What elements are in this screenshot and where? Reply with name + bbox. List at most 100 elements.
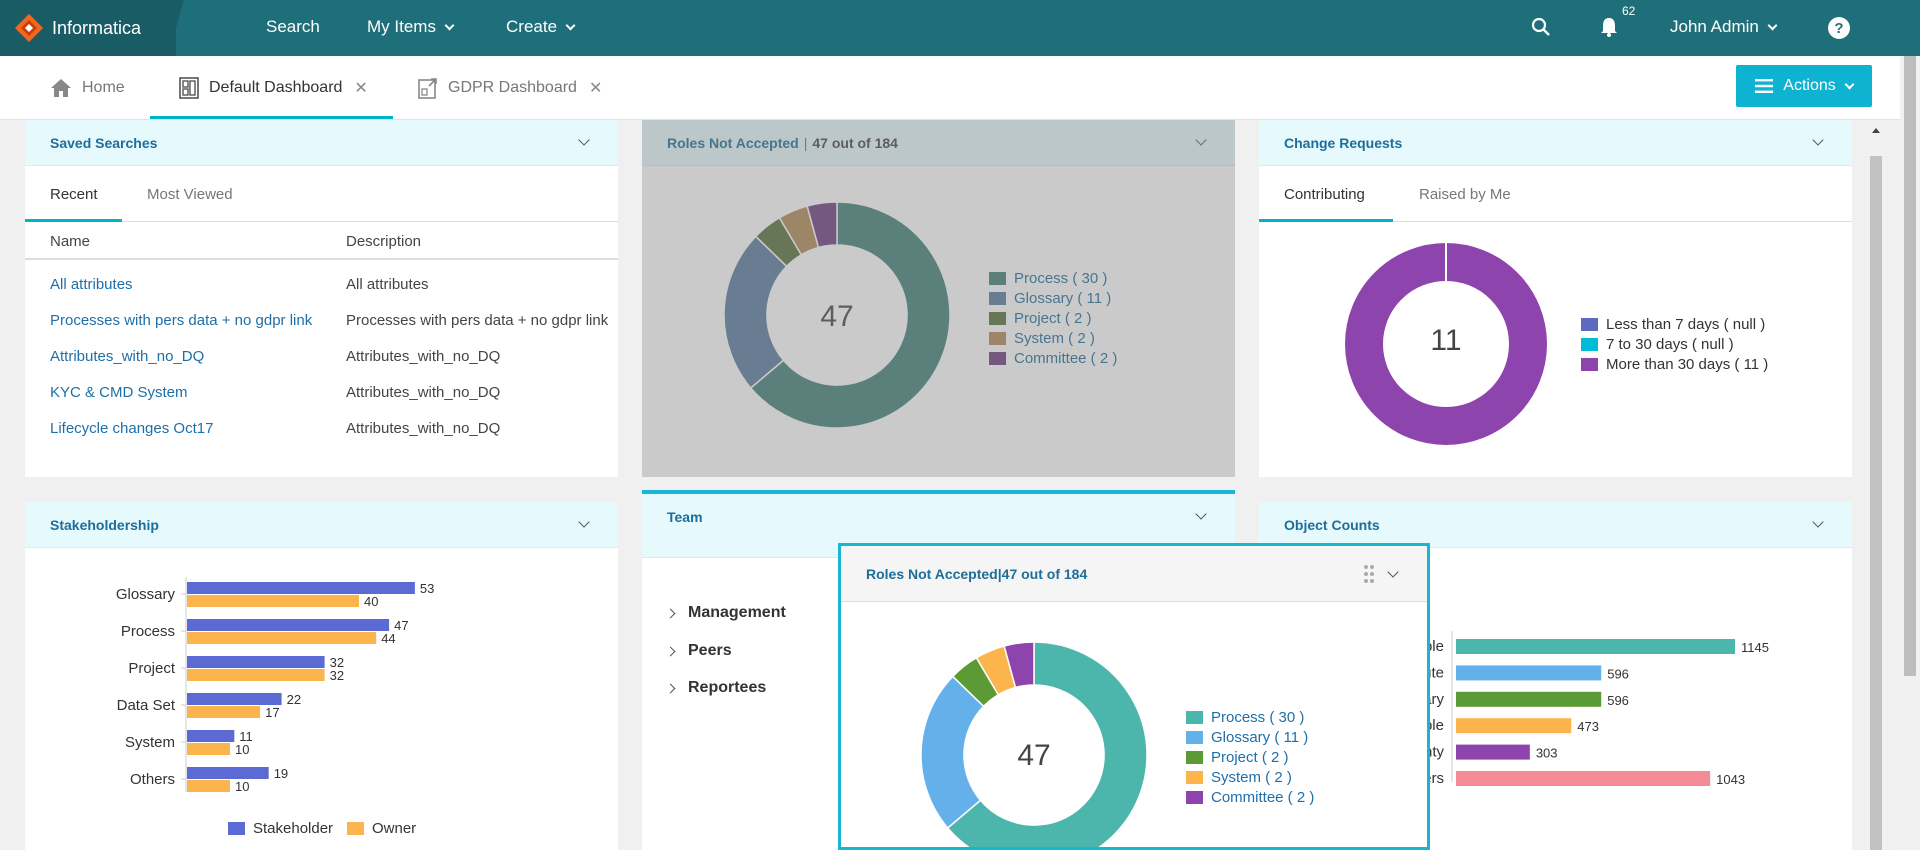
legend-item[interactable]: Committee ( 2 )	[1186, 789, 1314, 806]
bar[interactable]	[1456, 718, 1572, 734]
nav-my-items[interactable]: My Items	[367, 17, 455, 37]
bar[interactable]	[187, 706, 261, 718]
legend-item[interactable]: Glossary ( 11 )	[1186, 729, 1308, 746]
bar[interactable]	[187, 619, 390, 631]
tab-most-viewed[interactable]: Most Viewed	[147, 186, 233, 203]
legend-item[interactable]: 7 to 30 days ( null )	[1581, 336, 1734, 353]
bar[interactable]	[1456, 691, 1602, 707]
legend-item[interactable]: More than 30 days ( 11 )	[1581, 356, 1768, 373]
donut-center-value: 47	[1017, 739, 1051, 772]
chevron-down-icon[interactable]	[578, 134, 590, 146]
actions-button[interactable]: Actions	[1736, 65, 1872, 107]
data-label: 22	[287, 692, 301, 707]
tab-gdpr-dashboard[interactable]: GDPR Dashboard ✕	[418, 56, 602, 120]
saved-search-link[interactable]: KYC & CMD System	[50, 384, 188, 401]
bar[interactable]	[187, 669, 325, 681]
legend-item[interactable]: Project ( 2 )	[1186, 749, 1289, 766]
legend-item[interactable]: Glossary ( 11 )	[989, 290, 1111, 307]
donut-slice[interactable]	[1003, 641, 1035, 689]
bar[interactable]	[1456, 771, 1711, 786]
chevron-down-icon[interactable]	[1812, 134, 1824, 146]
scrollbar-thumb[interactable]	[1904, 56, 1916, 676]
donut-slice[interactable]	[946, 641, 1148, 850]
panel-count: 47 out of 184	[812, 134, 898, 151]
data-label: 596	[1607, 693, 1629, 708]
legend-item[interactable]: Process ( 30 )	[989, 270, 1107, 287]
legend-item[interactable]: Owner	[347, 820, 416, 837]
bar[interactable]	[1456, 665, 1602, 681]
user-menu[interactable]: John Admin	[1670, 17, 1778, 37]
legend-swatch	[989, 352, 1006, 365]
saved-search-link[interactable]: Attributes_with_no_DQ	[50, 348, 205, 365]
bar[interactable]	[187, 595, 359, 607]
bar[interactable]	[187, 743, 230, 755]
nav-create[interactable]: Create	[506, 17, 576, 37]
team-drop-indicator	[642, 490, 1235, 494]
title-separator: |	[997, 565, 1002, 582]
tab-default-dashboard[interactable]: Default Dashboard ✕	[179, 56, 368, 120]
donut-slice[interactable]	[806, 201, 838, 249]
bar[interactable]	[187, 582, 415, 594]
search-icon[interactable]	[1531, 17, 1551, 37]
top-nav-bar: Informatica Search My Items Create 62 Jo…	[0, 0, 1920, 56]
tab-home[interactable]: Home	[50, 56, 125, 120]
bar[interactable]	[187, 767, 269, 779]
dashboard-tab-bar: Home Default Dashboard ✕ GDPR Dashboard …	[0, 56, 1900, 120]
change-requests-panel: Change Requests Contributing Raised by M…	[1259, 120, 1852, 477]
panel-title: Saved Searches	[50, 134, 158, 151]
bar[interactable]	[187, 780, 230, 792]
bar[interactable]	[1456, 639, 1735, 654]
category-label: Process	[121, 623, 175, 640]
tab-contributing[interactable]: Contributing	[1284, 186, 1365, 203]
bar[interactable]	[187, 730, 235, 742]
team-group-peers[interactable]: Peers	[665, 642, 732, 660]
bar[interactable]	[187, 693, 282, 705]
dashboard-scrollbar[interactable]	[1866, 120, 1886, 850]
saved-search-link[interactable]: Processes with pers data + no gdpr link	[50, 312, 313, 329]
close-tab-icon[interactable]: ✕	[354, 80, 368, 97]
legend-item[interactable]: Committee ( 2 )	[989, 350, 1117, 367]
team-group-label: Reportees	[688, 679, 767, 696]
page-scrollbar[interactable]	[1900, 56, 1920, 850]
team-group-label: Peers	[688, 642, 732, 659]
bar[interactable]	[187, 632, 377, 644]
scroll-up-icon[interactable]	[1872, 128, 1880, 133]
donut-slice[interactable]	[749, 201, 951, 429]
chevron-down-icon[interactable]	[1387, 566, 1399, 578]
chevron-down-icon[interactable]	[1195, 508, 1207, 520]
chevron-down-icon[interactable]	[578, 516, 590, 528]
panel-header: Roles Not Accepted | 47 out of 184	[841, 546, 1427, 602]
tab-recent[interactable]: Recent	[50, 186, 98, 203]
help-icon[interactable]: ?	[1827, 16, 1851, 40]
bell-icon[interactable]	[1598, 16, 1620, 38]
legend-item[interactable]: Stakeholder	[228, 820, 333, 837]
tab-gdpr-dashboard-label: GDPR Dashboard	[448, 79, 577, 96]
dragged-roles-not-accepted-card[interactable]: Roles Not Accepted | 47 out of 184 47 Pr…	[838, 543, 1430, 850]
chevron-down-icon[interactable]	[1812, 516, 1824, 528]
legend-item[interactable]: System ( 2 )	[1186, 769, 1292, 786]
scrollbar-thumb[interactable]	[1870, 156, 1882, 850]
drag-handle-icon[interactable]	[1363, 564, 1375, 584]
team-group-reportees[interactable]: Reportees	[665, 679, 767, 697]
saved-search-link[interactable]: Lifecycle changes Oct17	[50, 420, 214, 437]
brand-logo[interactable]: Informatica	[0, 0, 176, 56]
table-row: Processes with pers data + no gdpr link …	[25, 302, 618, 338]
legend-label: More than 30 days ( 11 )	[1606, 356, 1769, 373]
legend-item[interactable]: System ( 2 )	[989, 330, 1095, 347]
bar[interactable]	[187, 656, 325, 668]
team-group-management[interactable]: Management	[665, 604, 786, 622]
legend-label: Process ( 30 )	[1211, 709, 1305, 726]
legend-item[interactable]: Less than 7 days ( null )	[1581, 316, 1765, 333]
bar[interactable]	[1456, 744, 1530, 760]
close-tab-icon[interactable]: ✕	[588, 80, 603, 97]
tab-raised-by-me[interactable]: Raised by Me	[1419, 186, 1511, 203]
legend-item[interactable]: Process ( 30 )	[1186, 709, 1304, 726]
saved-search-link[interactable]: All attributes	[50, 276, 133, 293]
panel-header: Object Counts	[1259, 502, 1852, 548]
nav-search[interactable]: Search	[266, 17, 320, 37]
panel-title: Roles Not Accepted	[866, 565, 998, 582]
donut-slice[interactable]	[920, 675, 985, 830]
category-label: System	[125, 734, 175, 751]
legend-item[interactable]: Project ( 2 )	[989, 310, 1092, 327]
data-label: 53	[420, 581, 434, 596]
